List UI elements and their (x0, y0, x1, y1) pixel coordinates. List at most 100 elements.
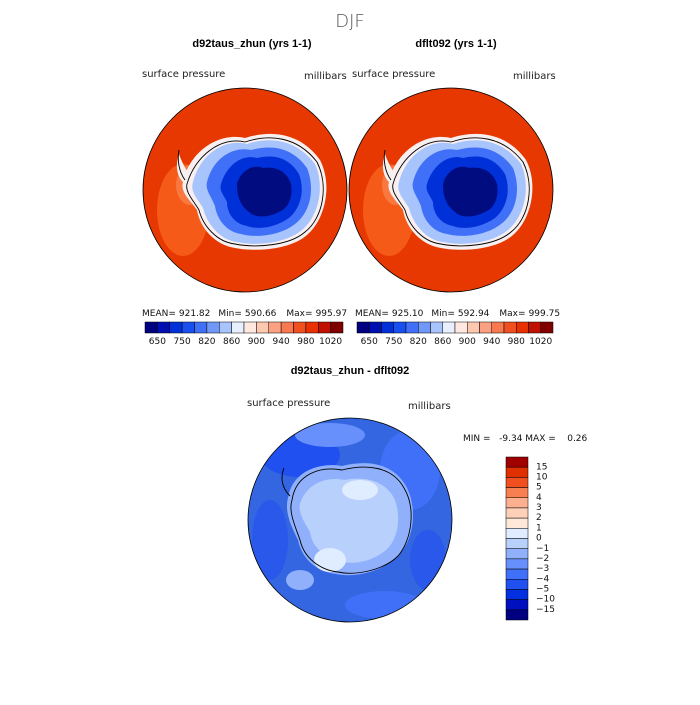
panel-left-colorbar-tick-label: 900 (248, 337, 265, 347)
panel-diff-colorbar-swatch (505, 579, 529, 590)
panel-right-colorbar-swatch (467, 321, 480, 334)
panel-diff-colorbar-tick-label: −3 (536, 564, 549, 574)
panel-diff-colorbar-swatch (505, 589, 529, 600)
panel-left-map (143, 88, 347, 292)
panel-left-max: 995.97 (316, 309, 348, 319)
panel-left-colorbar-tick-label: 1020 (319, 337, 342, 347)
panel-right-colorbar-tick-label: 900 (459, 337, 476, 347)
panel-right-colorbar-swatch (430, 321, 443, 334)
panel-diff-variable: surface pressure (247, 398, 330, 409)
panel-diff-colorbar-swatch (505, 609, 529, 621)
panel-right-colorbar-tick-label: 1020 (529, 337, 552, 347)
panel-right-colorbar-swatch (381, 321, 394, 334)
panel-right-variable: surface pressure (352, 69, 435, 80)
panel-left-mean-label: MEAN= (142, 309, 176, 319)
panel-left-colorbar-swatch (256, 321, 269, 334)
panel-diff-colorbar-tick-label: 0 (536, 534, 542, 544)
panel-right-colorbar-swatch (442, 321, 456, 334)
panel-right-min-label: Min= (431, 309, 455, 319)
panel-diff-colorbar-tick-label: 10 (536, 472, 548, 482)
panel-diff-colorbar-tick-label: −5 (536, 585, 549, 595)
panel-left-colorbar-swatch (206, 321, 220, 334)
panel-left-colorbar-tick-label: 980 (297, 337, 314, 347)
panel-left-title: d92taus_zhun (yrs 1-1) (192, 38, 312, 50)
panel-right-colorbar-swatch (405, 321, 419, 334)
panel-diff-colorbar-tick-label: 1 (536, 523, 542, 533)
panel-diff-colorbar-tick-label: −4 (536, 574, 550, 584)
panel-diff-colorbar-swatch (505, 487, 529, 498)
panel-left-units: millibars (304, 71, 347, 82)
panel-left-colorbar-swatch (219, 321, 232, 334)
panel-diff-colorbar-tick-label: −15 (536, 605, 555, 615)
panel-right-units: millibars (513, 71, 556, 82)
panel-left-colorbar-tick-label: 750 (174, 337, 191, 347)
panel-left-colorbar-tick-label: 860 (223, 337, 240, 347)
panel-right-colorbar-tick-label: 820 (410, 337, 427, 347)
panel-right-mean-label: MEAN= (355, 309, 389, 319)
panel-diff-colorbar-swatch (505, 477, 529, 488)
panel-left-colorbar-swatch (169, 321, 183, 334)
panel-diff-colorbar-swatch (505, 466, 529, 478)
panel-diff-colorbar-swatch (505, 599, 529, 611)
panel-right-max-label: Max= (499, 309, 525, 319)
panel-diff-map-border (247, 417, 453, 623)
panel-right-colorbar-tick-label: 750 (385, 337, 402, 347)
panel-left-colorbar-swatch (293, 321, 307, 334)
panel-right-colorbar-swatch (540, 321, 554, 334)
panel-left-colorbar-tick-label: 940 (273, 337, 290, 347)
panel-left-colorbar-swatch (144, 321, 158, 334)
panel-right-min: 592.94 (458, 309, 490, 319)
panel-right-colorbar-swatch (454, 321, 468, 334)
panel-left-max-label: Max= (286, 309, 312, 319)
panel-right-colorbar-swatch (418, 321, 431, 334)
panel-diff-colorbar-swatch (505, 517, 529, 529)
panel-diff-colorbar-tick-label: 2 (536, 513, 542, 523)
panel-right-colorbar-swatch (516, 321, 529, 334)
panel-diff-colorbar-swatch (505, 568, 529, 580)
panel-left-colorbar-swatch (305, 321, 319, 334)
panel-left-min: 590.66 (245, 309, 277, 319)
panel-diff-colorbar-swatch (505, 558, 529, 570)
panel-right-mean: 925.10 (392, 309, 424, 319)
panel-left-colorbar-swatch (243, 321, 257, 334)
panel-right-title: dflt092 (yrs 1-1) (415, 38, 497, 50)
panel-left-colorbar-swatch (194, 321, 208, 334)
panel-left-colorbar: 650 750 820 860 900 940 980 1020 (144, 321, 344, 347)
panel-right-colorbar-swatch (528, 321, 541, 334)
panel-left: d92taus_zhun (yrs 1-1) surface pressure … (142, 38, 348, 347)
panel-right-colorbar-tick-label: 650 (361, 337, 378, 347)
panel-left-mean: 921.82 (179, 309, 211, 319)
panel-diff-colorbar-tick-label: −2 (536, 554, 549, 564)
panel-left-colorbar-swatch (330, 321, 344, 334)
panel-right-colorbar-swatch (369, 321, 382, 334)
panel-right-colorbar-swatch (479, 321, 492, 334)
panel-left-variable: surface pressure (142, 69, 225, 80)
panel-diff-map (248, 418, 452, 622)
panel-right-colorbar-tick-label: 980 (508, 337, 525, 347)
panel-diff-colorbar-tick-label: −10 (536, 595, 555, 605)
panel-diff-colorbar-swatch (505, 538, 529, 549)
panel-right-max: 999.75 (529, 309, 561, 319)
panel-left-colorbar-swatch (268, 321, 282, 334)
panel-right-map (349, 88, 553, 292)
panel-left-colorbar-swatch (318, 321, 331, 334)
panel-right-colorbar-tick-label: 940 (483, 337, 500, 347)
panel-diff-units: millibars (408, 401, 451, 412)
panel-right: dflt092 (yrs 1-1) surface pressure milli… (348, 38, 560, 347)
panel-diff-colorbar-tick-label: 15 (536, 462, 547, 472)
page-title: DJF (335, 11, 365, 32)
panel-diff-minmax: MIN = -9.34 MAX = 0.26 (463, 434, 588, 444)
panel-left-colorbar-tick-label: 820 (198, 337, 215, 347)
panel-left-map-border (142, 87, 348, 293)
panel-left-colorbar-tick-label: 650 (149, 337, 166, 347)
panel-right-colorbar-swatch (503, 321, 517, 334)
panel-diff: d92taus_zhun - dflt092 surface pressure … (247, 365, 588, 623)
panel-diff-colorbar-swatch (505, 507, 529, 519)
panel-right-colorbar-swatch (491, 321, 505, 334)
panel-right-colorbar: 650 750 820 860 900 940 980 1020 (356, 321, 554, 347)
panel-diff-colorbar-swatch (505, 528, 529, 539)
